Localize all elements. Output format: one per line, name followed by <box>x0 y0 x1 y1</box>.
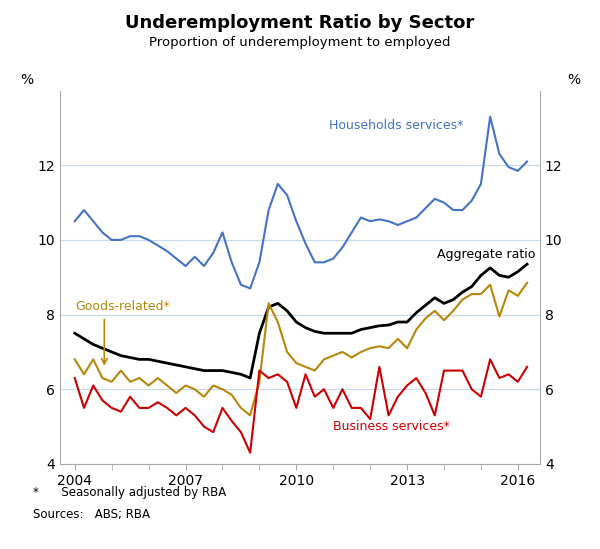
Text: Sources:   ABS; RBA: Sources: ABS; RBA <box>33 508 150 521</box>
Text: Aggregate ratio: Aggregate ratio <box>437 248 535 261</box>
Text: %: % <box>567 73 580 87</box>
Text: Business services*: Business services* <box>333 420 450 433</box>
Text: Proportion of underemployment to employed: Proportion of underemployment to employe… <box>149 36 451 49</box>
Text: %: % <box>20 73 33 87</box>
Text: Goods-related*: Goods-related* <box>75 300 170 313</box>
Text: Households services*: Households services* <box>329 119 463 132</box>
Text: *      Seasonally adjusted by RBA: * Seasonally adjusted by RBA <box>33 486 226 499</box>
Text: Underemployment Ratio by Sector: Underemployment Ratio by Sector <box>125 14 475 32</box>
